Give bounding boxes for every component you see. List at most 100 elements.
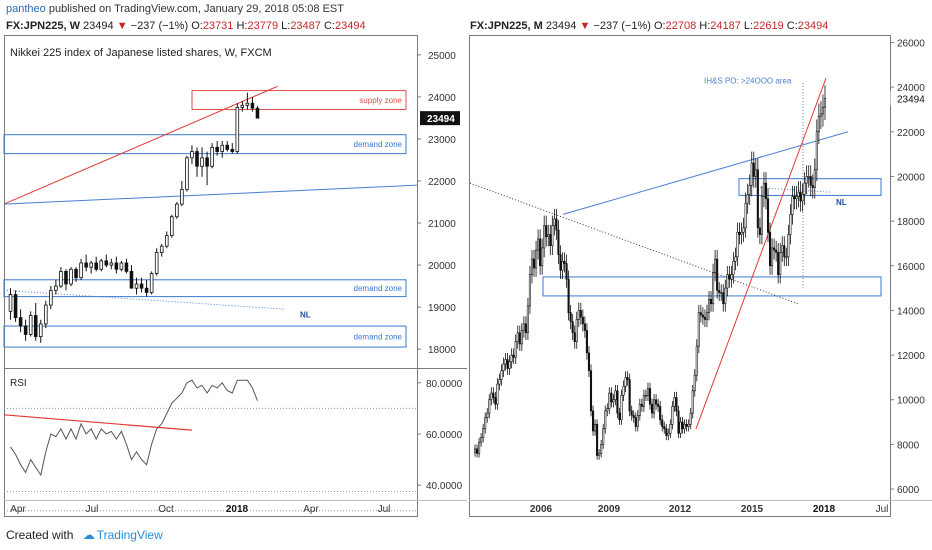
candle-body bbox=[703, 316, 706, 320]
blue-trendline bbox=[3, 184, 418, 205]
candle-body bbox=[602, 428, 605, 445]
candle-body bbox=[746, 194, 749, 204]
candle-body bbox=[526, 305, 529, 334]
time-tick-label: Apr bbox=[303, 504, 319, 515]
candle-body bbox=[793, 196, 796, 200]
candle-body bbox=[655, 399, 658, 405]
candle-body bbox=[476, 448, 479, 454]
demand-zone-box bbox=[3, 279, 407, 298]
rsi-line bbox=[10, 379, 258, 477]
candle-body bbox=[789, 214, 792, 235]
price-tick-label: 19000 bbox=[428, 303, 456, 314]
candle-body bbox=[575, 319, 578, 342]
tradingview-link[interactable]: TradingView bbox=[96, 528, 163, 542]
time-tick-label: 2009 bbox=[598, 504, 621, 515]
symbol-label[interactable]: FX:JPN225, M bbox=[470, 20, 543, 32]
candle-body bbox=[750, 162, 753, 186]
rsi-tick-label: 80.0000 bbox=[426, 379, 463, 390]
candle-body bbox=[149, 273, 154, 293]
down-arrow-icon: ▼ bbox=[116, 20, 128, 32]
neckline-dotted bbox=[759, 187, 831, 193]
price-tick-label: 6000 bbox=[897, 485, 920, 496]
candle-body bbox=[701, 314, 704, 318]
candle-body bbox=[610, 392, 613, 403]
candle-body bbox=[255, 107, 260, 119]
candle-body bbox=[671, 406, 674, 425]
candle-body bbox=[781, 245, 784, 253]
candle-body bbox=[787, 234, 790, 258]
candle-body bbox=[139, 283, 144, 289]
price-tick-label: 14000 bbox=[897, 306, 925, 317]
candle-body bbox=[94, 262, 98, 270]
candle-body bbox=[791, 196, 794, 215]
price-badge-box bbox=[890, 90, 930, 106]
candle-body bbox=[799, 191, 802, 202]
candle-body bbox=[38, 323, 43, 337]
candle-body bbox=[480, 437, 483, 443]
candle-body bbox=[596, 424, 599, 456]
candle-body bbox=[663, 426, 666, 430]
tradingview-logo-icon[interactable]: ☁ bbox=[82, 528, 95, 542]
candle-body bbox=[506, 359, 509, 369]
candle-body bbox=[730, 274, 733, 280]
candle-body bbox=[697, 312, 700, 347]
candle-body bbox=[771, 247, 774, 267]
candle-body bbox=[518, 332, 521, 345]
candle-body bbox=[809, 176, 812, 186]
price-tick-label: 24000 bbox=[897, 83, 925, 94]
candle-body bbox=[585, 330, 588, 354]
supply-zone-label: supply zone bbox=[359, 96, 402, 105]
candle-body bbox=[648, 388, 652, 405]
candle-body bbox=[8, 294, 13, 312]
time-tick-label: Jul bbox=[378, 504, 391, 515]
candle-body bbox=[709, 298, 713, 305]
candle-body bbox=[577, 310, 580, 320]
candle-body bbox=[768, 231, 772, 267]
candle-body bbox=[685, 424, 688, 427]
price-tick-label: 22000 bbox=[897, 128, 925, 139]
candle-body bbox=[210, 146, 214, 167]
candle-body bbox=[473, 448, 477, 453]
candle-body bbox=[718, 290, 721, 293]
candle-body bbox=[644, 394, 647, 397]
candle-body bbox=[587, 352, 591, 372]
published-text: published on TradingView.com, January 29… bbox=[48, 3, 344, 15]
candle-body bbox=[754, 169, 757, 177]
high-value: 24187 bbox=[710, 20, 741, 32]
candle-body bbox=[144, 287, 149, 293]
candle-body bbox=[134, 283, 139, 289]
created-with-text: Created with bbox=[6, 528, 74, 542]
price-tick-label: 18000 bbox=[428, 345, 456, 356]
candle-body bbox=[620, 394, 623, 421]
left-weekly-chart: 18000 19000 20000 21000 22000 23000 24000 25000… bbox=[3, 51, 463, 515]
candle-body bbox=[74, 268, 78, 279]
time-tick-label: 2012 bbox=[669, 504, 692, 515]
candle-body bbox=[720, 292, 723, 294]
open-value: 23731 bbox=[202, 20, 234, 32]
candle-body bbox=[630, 410, 633, 416]
candle-body bbox=[600, 444, 603, 454]
open-label: O: bbox=[653, 20, 666, 32]
candle-body bbox=[811, 185, 814, 188]
candle-body bbox=[245, 102, 250, 106]
candle-body bbox=[581, 316, 584, 325]
candle-body bbox=[504, 359, 507, 365]
candle-body bbox=[28, 315, 33, 335]
candle-body bbox=[726, 274, 729, 289]
candle-body bbox=[129, 270, 134, 289]
candle-body bbox=[640, 403, 643, 407]
author-name[interactable]: pantheo bbox=[6, 3, 46, 15]
candle-body bbox=[496, 383, 499, 405]
candle-body bbox=[195, 151, 199, 167]
candle-body bbox=[488, 399, 491, 414]
candle-body bbox=[636, 415, 639, 427]
blue-trendline bbox=[562, 131, 849, 215]
candle-body bbox=[634, 417, 637, 427]
candle-body bbox=[598, 453, 601, 456]
symbol-label[interactable]: FX:JPN225, W bbox=[6, 20, 80, 32]
price-badge-label: 23494 bbox=[427, 114, 455, 125]
candle-body bbox=[665, 428, 668, 436]
candle-body bbox=[683, 424, 686, 430]
candle-body bbox=[783, 245, 786, 258]
